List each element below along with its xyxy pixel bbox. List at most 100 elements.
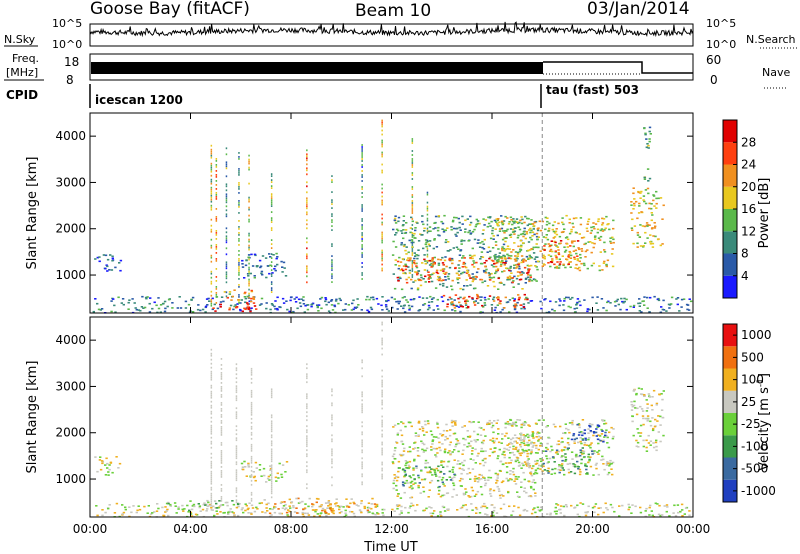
velocity-cell (288, 510, 291, 513)
velocity-cell (568, 431, 571, 434)
velocity-cell (591, 423, 594, 426)
velocity-cell (330, 509, 333, 512)
velocity-streak-cell (220, 364, 223, 366)
velocity-colorbar-tick-label: -100 (741, 439, 768, 453)
velocity-streak-cell (220, 374, 223, 376)
velocity-cell (398, 467, 401, 469)
velocity-cell (511, 425, 514, 427)
power-streak-cell (248, 206, 250, 209)
velocity-cell (283, 508, 287, 511)
velocity-cell (216, 513, 219, 515)
velocity-streak-cell (381, 389, 383, 392)
velocity-cell (545, 426, 548, 428)
velocity-cell (505, 477, 508, 480)
power-cell (516, 222, 520, 225)
velocity-cell (248, 502, 251, 504)
velocity-cell (584, 439, 587, 441)
velocity-cell (466, 445, 469, 448)
velocity-cell (434, 473, 437, 476)
velocity-cell (512, 467, 515, 470)
power-streak-cell (411, 186, 414, 188)
velocity-cell (251, 507, 255, 509)
velocity-cell (631, 415, 634, 418)
power-cell (590, 226, 593, 229)
power-streak-cell (331, 203, 333, 205)
velocity-cell (576, 504, 579, 507)
velocity-cell (582, 431, 585, 434)
velocity-cell (603, 436, 606, 438)
velocity-streak-cell (210, 348, 213, 351)
velocity-streak-cell (220, 490, 223, 492)
power-cell (557, 249, 560, 251)
velocity-cell (596, 438, 600, 441)
velocity-cell (445, 492, 449, 495)
power-streak-cell (381, 163, 383, 166)
velocity-cell (424, 459, 428, 462)
velocity-cell (287, 509, 290, 511)
velocity-cell (393, 477, 397, 479)
power-streak-cell (248, 214, 250, 217)
power-cell (492, 298, 495, 301)
velocity-cell (138, 508, 142, 511)
velocity-cell (360, 500, 363, 502)
velocity-cell (484, 461, 487, 464)
velocity-cell (536, 452, 539, 454)
velocity-cell (519, 445, 523, 448)
power-streak-cell (361, 188, 363, 190)
power-cell (474, 287, 477, 290)
power-cell (402, 220, 405, 222)
power-cell (487, 246, 491, 249)
velocity-streak-cell (210, 374, 213, 377)
power-cell (506, 278, 509, 281)
power-streak-cell (411, 218, 414, 220)
power-cell (530, 229, 533, 232)
power-cell (541, 256, 545, 259)
power-cell (518, 228, 522, 231)
power-streak-cell (238, 270, 240, 272)
power-cell (480, 296, 483, 298)
velocity-cell (580, 431, 583, 433)
power-cell (551, 260, 554, 262)
velocity-streak-cell (331, 422, 333, 425)
velocity-cell (410, 485, 413, 487)
velocity-cell (639, 432, 643, 434)
power-cell (466, 300, 469, 302)
velocity-streak-cell (270, 436, 273, 439)
power-streak-cell (248, 168, 250, 171)
power-cell (511, 277, 514, 279)
power-streak-cell (361, 180, 363, 182)
velocity-cell (418, 428, 422, 430)
power-cell (405, 278, 408, 281)
velocity-streak-cell (235, 495, 238, 498)
power-cell (430, 298, 434, 300)
velocity-streak-cell (210, 404, 213, 407)
velocity-streak-cell (210, 502, 213, 505)
power-cell (574, 249, 578, 252)
velocity-streak-cell (270, 428, 273, 431)
power-cell (213, 303, 216, 306)
velocity-streak-cell (381, 435, 383, 438)
velocity-cell (660, 393, 663, 395)
power-cell (494, 244, 498, 246)
power-streak-cell (361, 244, 363, 246)
power-streak-cell (215, 268, 218, 270)
power-streak-cell (225, 237, 228, 240)
power-region (492, 214, 615, 272)
velocity-cell (576, 460, 579, 463)
velocity-cell (440, 479, 444, 481)
velocity-cell (462, 504, 465, 507)
power-cell (243, 292, 246, 295)
velocity-cell (594, 464, 598, 466)
velocity-cell (509, 419, 513, 421)
power-cell (499, 281, 502, 284)
power-streak-cell (306, 185, 308, 188)
velocity-cell (423, 509, 426, 512)
velocity-streak-cell (381, 343, 383, 346)
power-cell (397, 229, 400, 232)
power-streak-cell (210, 204, 213, 207)
velocity-cell (473, 480, 477, 482)
power-streak-cell (215, 218, 218, 220)
velocity-cell (473, 430, 476, 433)
velocity-cell (434, 454, 437, 456)
velocity-cell (454, 420, 457, 422)
